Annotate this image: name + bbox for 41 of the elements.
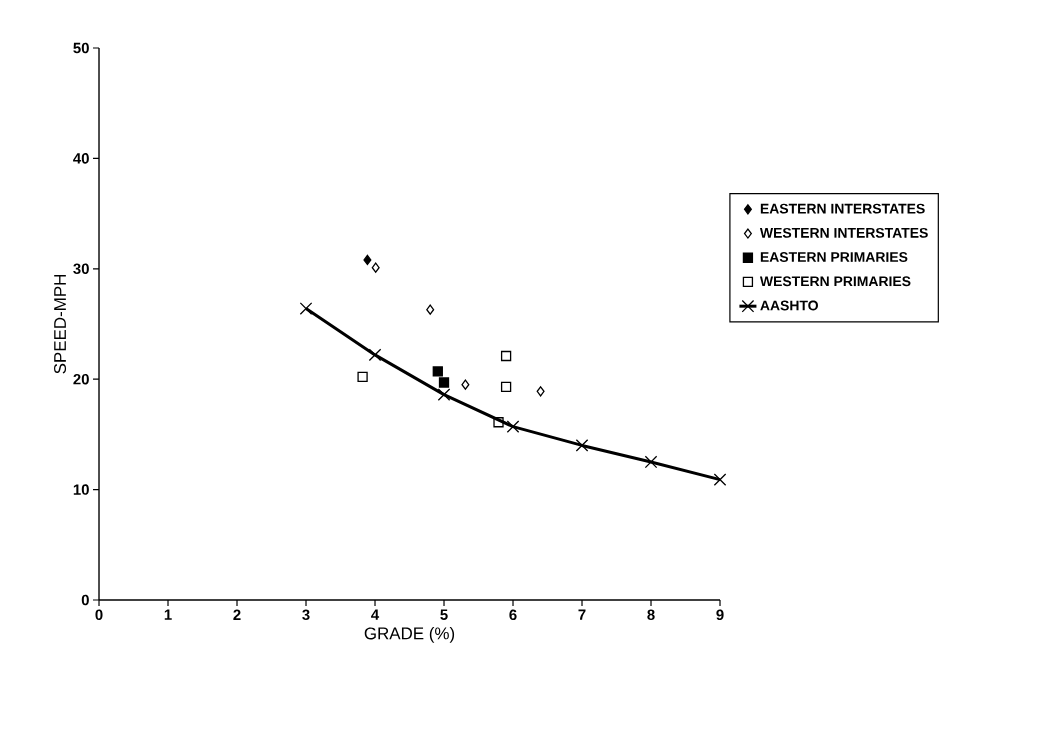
x-tick-label: 8 — [647, 609, 655, 621]
y-tick-label: 0 — [81, 594, 89, 606]
point — [500, 350, 512, 362]
x-tick-label: 0 — [95, 609, 103, 621]
x-tick-label: 1 — [164, 609, 172, 620]
point — [506, 420, 520, 433]
point — [575, 439, 589, 452]
y-tick-label: 30 — [73, 263, 89, 275]
y-tick-label: 20 — [73, 373, 89, 385]
point — [437, 388, 451, 401]
point — [368, 348, 382, 362]
point — [371, 262, 380, 273]
x-tick-label: 2 — [233, 609, 241, 620]
x-tick-label: 4 — [371, 609, 380, 620]
x-tick-label: 3 — [302, 609, 310, 621]
point — [432, 366, 443, 377]
x-axis-title: GRADE (%) — [364, 626, 455, 643]
y-axis-title: SPEED-MPH — [54, 275, 67, 374]
y-tick-label: 10 — [73, 484, 89, 495]
point — [363, 254, 372, 266]
legend-label: EASTERN INTERSTATES — [760, 203, 925, 214]
point — [426, 304, 435, 315]
point — [500, 381, 512, 393]
legend-label: WESTERN PRIMARIES — [759, 276, 911, 287]
point — [644, 455, 658, 469]
point — [438, 377, 450, 388]
y-tick-label: 50 — [73, 42, 89, 54]
point — [461, 379, 470, 390]
legend-label: EASTERN PRIMARIES — [760, 252, 908, 263]
point — [713, 473, 727, 486]
point — [536, 386, 545, 397]
point — [357, 371, 368, 383]
x-tick-label: 7 — [578, 609, 586, 620]
x-tick-label: 5 — [440, 609, 448, 620]
point — [493, 417, 504, 428]
x-tick-label: 6 — [509, 609, 517, 621]
legend-label: AASHTO — [760, 300, 818, 311]
legend-label: WESTERN INTERSTATES — [759, 227, 928, 238]
x-tick-label: 9 — [716, 609, 724, 621]
point — [299, 302, 313, 315]
y-tick-label: 40 — [73, 153, 89, 164]
